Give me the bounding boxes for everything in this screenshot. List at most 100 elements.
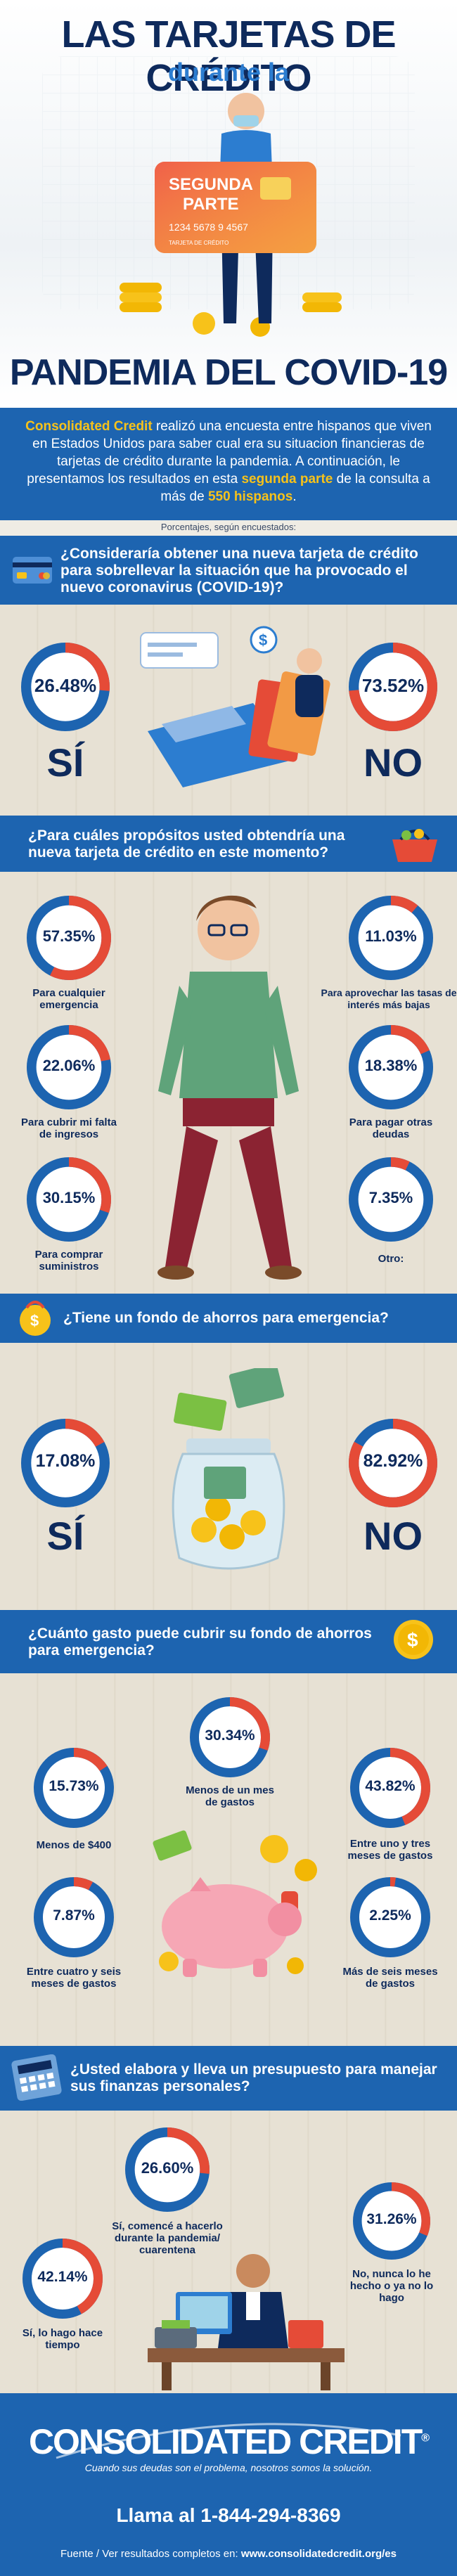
donut-q2-2: 22.06% bbox=[25, 1024, 112, 1111]
donut-chart bbox=[349, 1419, 437, 1507]
caption-q2-4: Para comprar suministros bbox=[34, 1249, 103, 1273]
caption-q2-5: Otro: bbox=[378, 1253, 404, 1265]
donut-q3-1: 82.92% bbox=[347, 1417, 439, 1509]
face-mask-icon bbox=[233, 115, 259, 127]
pct-label: 43.82% bbox=[365, 1778, 416, 1794]
caption-q2-2: Para cubrir mi falta de ingresos bbox=[21, 1116, 117, 1140]
question-1-band bbox=[0, 536, 457, 605]
donut-slice bbox=[190, 1697, 270, 1777]
pct-label: 11.03% bbox=[365, 927, 417, 945]
title-line-1: LAS TARJETAS DE CRÉDITO bbox=[61, 13, 396, 99]
caption-q2-3: Para pagar otras deudas bbox=[349, 1116, 433, 1140]
donut-slice bbox=[348, 1157, 434, 1242]
donut-slice bbox=[26, 895, 112, 981]
caption-q2-0: Para cualquier emergencia bbox=[32, 987, 105, 1011]
pct-label: 26.48% bbox=[34, 675, 97, 696]
donut-chart bbox=[34, 1877, 114, 1957]
percent-note: Porcentajes, según encuestados: bbox=[160, 522, 297, 532]
donut-slice bbox=[353, 2182, 430, 2260]
donut-q2-1: 11.03% bbox=[347, 894, 435, 981]
pct-label: 26.60% bbox=[141, 2159, 194, 2177]
caption-q5-2: Sí, lo hago hace tiempo bbox=[22, 2327, 103, 2351]
donut-q4-2: 43.82% bbox=[349, 1746, 432, 1829]
svg-text:TARJETA DE CRÉDITO: TARJETA DE CRÉDITO bbox=[169, 240, 228, 246]
source-link[interactable]: www.consolidatedcredit.org/es bbox=[240, 2548, 397, 2560]
caption-q4-3: Entre cuatro y seis meses de gastos bbox=[26, 1966, 122, 1990]
donut-slice bbox=[21, 643, 110, 731]
donut-chart bbox=[348, 1024, 434, 1110]
hero-illustration: SEGUNDA PARTE 1234 5678 9 4567 TARJETA D… bbox=[120, 93, 342, 337]
donut-chart bbox=[350, 1877, 430, 1957]
caption-q5-1: No, nunca lo he hecho o ya no lo hago bbox=[349, 2268, 434, 2304]
logo: CONSOLIDATED CREDIT® bbox=[0, 2421, 457, 2462]
question-2-band bbox=[0, 816, 457, 872]
donut-slice bbox=[34, 1748, 114, 1828]
question-4-band bbox=[0, 1610, 457, 1673]
calculator-icon bbox=[11, 2054, 62, 2101]
donut-q5-2: 42.14% bbox=[21, 2237, 104, 2320]
svg-text:PARTE: PARTE bbox=[183, 195, 239, 214]
pct-label: 7.87% bbox=[53, 1907, 95, 1924]
donut-chart bbox=[349, 643, 437, 731]
caption-q4-2: Entre uno y tres meses de gastos bbox=[347, 1838, 433, 1862]
pct-label: 31.26% bbox=[366, 2211, 417, 2227]
piggy-coin-icon: $ bbox=[20, 1301, 51, 1336]
donut-q2-0: 57.35% bbox=[25, 894, 112, 981]
intro-highlight-a: segunda parte bbox=[241, 472, 333, 487]
donut-chart bbox=[348, 895, 434, 981]
donut-q1-0: 26.48% bbox=[20, 641, 111, 733]
question-4-title: ¿Cuánto gasto puede cubrir su fondo de a… bbox=[28, 1625, 372, 1659]
donut-chart bbox=[21, 643, 110, 731]
pct-label: 30.15% bbox=[42, 1189, 96, 1206]
pct-label: 22.06% bbox=[42, 1057, 96, 1074]
donut-q5-0: 26.60% bbox=[124, 2126, 211, 2213]
donut-chart bbox=[26, 1024, 112, 1110]
donut-chart bbox=[26, 895, 112, 981]
logo-text: CONSOLIDATED CREDIT bbox=[28, 2422, 423, 2461]
footer bbox=[0, 2393, 457, 2576]
caption-q4-0: Menos de $400 bbox=[36, 1839, 112, 1851]
donut-chart bbox=[350, 1748, 430, 1828]
svg-text:1234 5678 9 4567: 1234 5678 9 4567 bbox=[169, 221, 248, 233]
credit-card-small-icon bbox=[13, 557, 52, 584]
donut-chart bbox=[26, 1157, 112, 1242]
donut-q4-1: 30.34% bbox=[188, 1696, 271, 1779]
pct-label: 30.34% bbox=[205, 1727, 255, 1744]
phone-cta[interactable]: Llama al 1-844-294-8369 bbox=[116, 2504, 341, 2526]
caption-q2-1: Para aprovechar las tasas de interés más… bbox=[321, 987, 457, 1010]
donut-slice bbox=[348, 1024, 434, 1110]
answer-no: NO bbox=[363, 740, 423, 785]
registered-mark: ® bbox=[421, 2432, 430, 2445]
pct-label: 15.73% bbox=[49, 1778, 99, 1794]
shopping-basket-icon bbox=[392, 829, 437, 862]
question-1-title: ¿Consideraría obtener una nueva tarjeta … bbox=[60, 546, 418, 595]
source-line: Fuente / Ver resultados completos en: ww… bbox=[0, 2548, 457, 2560]
credit-card-icon: SEGUNDA PARTE 1234 5678 9 4567 TARJETA D… bbox=[155, 162, 316, 253]
donut-slice bbox=[26, 1157, 112, 1242]
donut-chart bbox=[353, 2182, 430, 2260]
svg-text:$: $ bbox=[259, 631, 267, 649]
answer-no: NO bbox=[363, 1514, 423, 1558]
donut-chart bbox=[348, 1157, 434, 1242]
donut-chart bbox=[124, 2127, 210, 2213]
pct-label: 42.14% bbox=[37, 2269, 88, 2285]
donut-q1-1: 73.52% bbox=[347, 641, 439, 733]
donut-q2-3: 18.38% bbox=[347, 1024, 435, 1111]
caption-q4-4: Más de seis meses de gastos bbox=[342, 1966, 438, 1990]
donut-chart bbox=[190, 1697, 270, 1777]
svg-text:$: $ bbox=[407, 1629, 418, 1651]
donut-slice bbox=[26, 1024, 112, 1110]
question-3-title: ¿Tiene un fondo de ahorros para emergenc… bbox=[63, 1310, 389, 1326]
pct-label: 73.52% bbox=[361, 675, 425, 696]
piggy-bank-illustration bbox=[153, 1830, 317, 1977]
card-terminal-illustration: $ bbox=[140, 626, 330, 787]
intro-text-c: . bbox=[292, 489, 297, 504]
pct-label: 2.25% bbox=[369, 1907, 411, 1924]
source-label: Fuente / Ver resultados completos en: bbox=[60, 2548, 241, 2560]
donut-slice bbox=[124, 2127, 210, 2213]
consolidated-credit-logo-swoosh bbox=[56, 2423, 401, 2459]
caption-q4-1: Menos de un mes de gastos bbox=[186, 1784, 274, 1808]
svg-text:SEGUNDA: SEGUNDA bbox=[169, 175, 253, 194]
svg-text:$: $ bbox=[30, 1312, 39, 1329]
